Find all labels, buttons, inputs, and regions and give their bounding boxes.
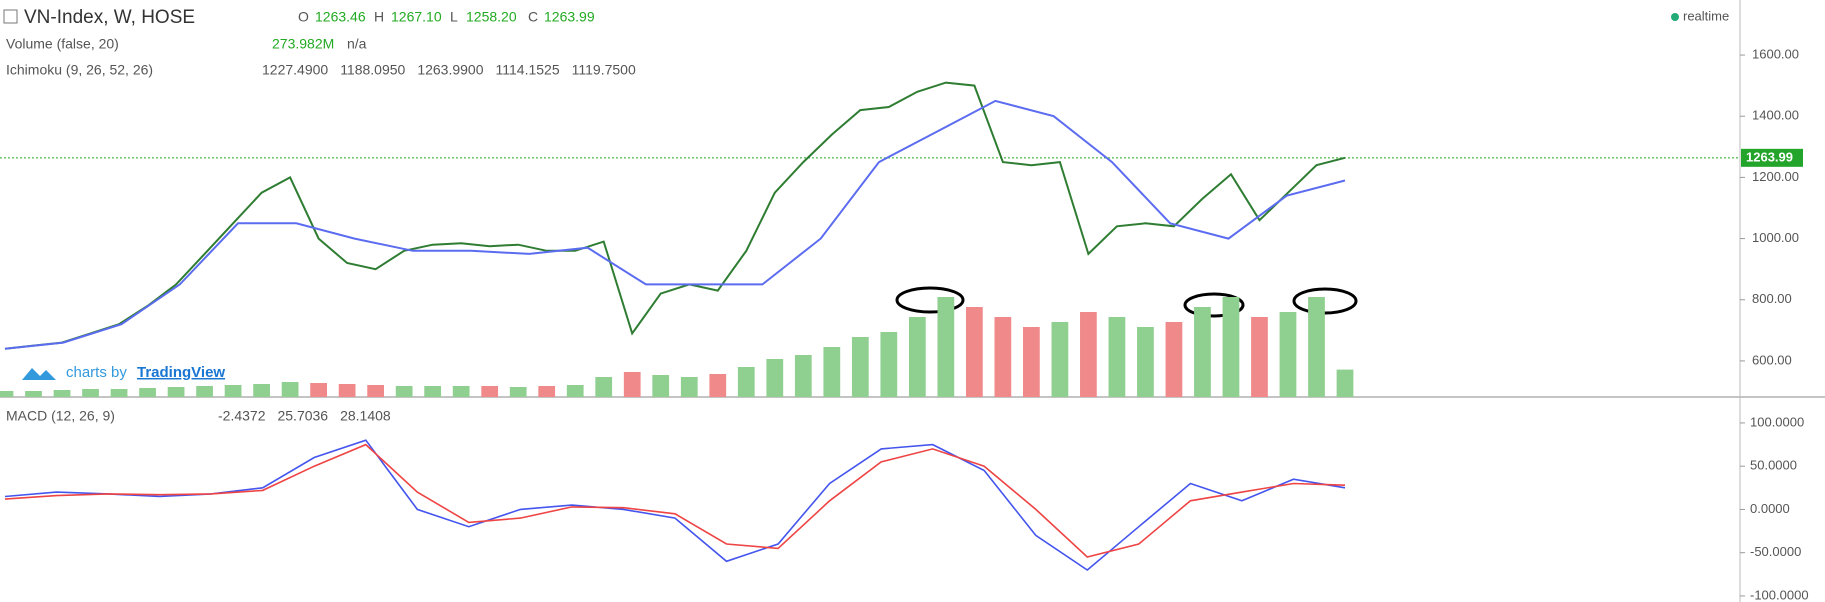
volume-bar <box>1080 312 1097 397</box>
volume-bar <box>139 388 156 397</box>
volume-legend: Volume (false, 20) <box>6 36 119 52</box>
volume-bar <box>766 359 784 397</box>
y-tick-label: 1200.00 <box>1752 169 1799 184</box>
volume-bar <box>196 386 213 397</box>
volume-bar <box>680 377 698 397</box>
volume-extra: n/a <box>347 36 367 52</box>
y-tick-label: 100.0000 <box>1750 414 1804 429</box>
volume-bar <box>652 375 670 397</box>
branding-link[interactable]: TradingView <box>137 364 225 381</box>
ohlc-value: 1258.20 <box>466 9 517 25</box>
volume-bar <box>1279 312 1297 397</box>
volume-bar <box>538 386 556 397</box>
volume-bar <box>310 383 327 397</box>
volume-bar <box>880 332 898 397</box>
y-tick-label: 800.00 <box>1752 291 1792 306</box>
volume-bar <box>253 384 270 397</box>
series-line <box>4 443 1346 558</box>
volume-bar <box>1051 322 1069 397</box>
macd-legend: MACD (12, 26, 9) <box>6 408 115 424</box>
volume-bar <box>737 367 755 397</box>
volume-bar <box>1023 327 1040 397</box>
volume-bar <box>110 389 128 397</box>
volume-bar <box>623 372 641 397</box>
volume-bar <box>395 386 413 397</box>
tv-logo <box>22 368 56 380</box>
ellipse <box>895 286 965 314</box>
volume-bar <box>1137 327 1154 397</box>
last-price-box <box>1741 148 1803 167</box>
realtime-dot <box>1671 13 1679 21</box>
legend-value: 1263.9900 <box>417 62 483 78</box>
legend-value: 25.7036 <box>277 408 328 424</box>
volume-bar <box>224 385 242 397</box>
volume-bar <box>709 374 727 397</box>
volume-bar <box>994 317 1012 397</box>
annotations <box>895 286 1358 318</box>
volume-bar <box>452 386 470 397</box>
ohlc-label: H <box>374 9 384 25</box>
legend-value: 1119.7500 <box>572 62 636 78</box>
y-tick-label: -50.0000 <box>1750 544 1801 559</box>
volume-bar <box>509 387 527 397</box>
volume-bar <box>908 317 926 397</box>
volume-bar <box>0 391 14 397</box>
series-line <box>4 81 1346 350</box>
series-line <box>4 439 1346 571</box>
ellipse <box>1292 287 1358 315</box>
ohlc-value: 1267.10 <box>391 9 442 25</box>
last-price-label: 1263.99 <box>1746 149 1793 164</box>
volume-bar <box>25 391 42 397</box>
volume-bar <box>1308 297 1325 397</box>
volume-bar <box>167 387 185 397</box>
y-tick-label: 600.00 <box>1752 352 1792 367</box>
volume-bar <box>1108 317 1126 397</box>
series-line <box>4 99 1346 350</box>
volume-bar <box>82 389 99 397</box>
y-tick-label: -100.0000 <box>1750 587 1809 602</box>
volume-bar <box>424 386 442 397</box>
volume-bar <box>595 377 613 397</box>
ohlc-label: C <box>528 9 538 25</box>
ohlc-label: O <box>298 9 309 25</box>
legend-value: 1227.4900 <box>262 62 328 78</box>
volume-bar <box>1251 317 1268 397</box>
volume-value: 273.982M <box>272 36 334 52</box>
branding-prefix: charts by <box>66 364 127 381</box>
y-tick-label: 0.0000 <box>1750 501 1790 516</box>
legend-value: 1114.1525 <box>496 62 560 78</box>
volume-bar <box>937 297 955 397</box>
volume-bar <box>367 385 385 397</box>
ohlc-value: 1263.99 <box>544 9 595 25</box>
volume-bar <box>1165 322 1183 397</box>
volume-bar <box>53 390 71 397</box>
volume-bar <box>338 384 356 397</box>
volume-bar <box>965 307 983 397</box>
ohlc-value: 1263.46 <box>315 9 366 25</box>
ohlc-label: L <box>450 9 458 25</box>
ichimoku-legend: Ichimoku (9, 26, 52, 26) <box>6 62 153 78</box>
y-tick-label: 1000.00 <box>1752 230 1799 245</box>
y-tick-label: 1400.00 <box>1752 108 1799 123</box>
volume-bar <box>481 386 499 397</box>
collapse-icon[interactable] <box>3 9 18 24</box>
volume-bar <box>1194 307 1211 397</box>
ellipse <box>1183 292 1245 318</box>
legend-value: 28.1408 <box>340 408 391 424</box>
symbol-title: VN-Index, W, HOSE <box>24 7 195 28</box>
volume-bar <box>794 355 812 397</box>
y-tick-label: 50.0000 <box>1750 458 1797 473</box>
volume-bar <box>281 382 299 397</box>
volume-bar <box>823 347 841 397</box>
volume-bar <box>851 337 869 397</box>
y-tick-label: 1600.00 <box>1752 46 1799 61</box>
volume-bar <box>1336 369 1354 397</box>
volume-bar <box>1222 297 1240 397</box>
legend-value: 1188.0950 <box>340 62 405 78</box>
volume-bar <box>566 385 584 397</box>
realtime-label: realtime <box>1683 8 1729 23</box>
legend-value: -2.4372 <box>218 408 266 424</box>
